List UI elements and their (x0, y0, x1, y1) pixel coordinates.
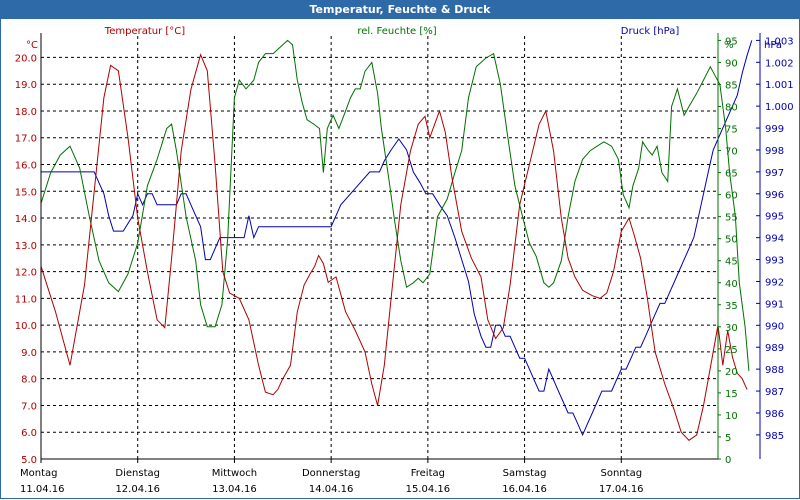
chart-title: Temperatur, Feuchte & Druck (0, 0, 800, 19)
series-lines (40, 39, 753, 441)
pressure-tick-label: 999 (765, 124, 784, 135)
temperature-tick-label: 5.0 (21, 455, 37, 466)
temperature-tick-label: 9.0 (21, 348, 37, 359)
x-day-label: Samstag (503, 468, 547, 479)
pressure-tick-label: 992 (765, 277, 784, 288)
pressure-tick-label: 985 (765, 431, 784, 442)
temperature-series-line (40, 53, 748, 441)
x-date-label: 12.04.16 (115, 484, 160, 495)
humidity-tick-label: 90 (725, 58, 738, 69)
humidity-tick-label: 65 (725, 169, 738, 180)
x-day-label: Dienstag (115, 468, 160, 479)
temperature-tick-label: 18.0 (15, 107, 37, 118)
x-day-label: Mittwoch (212, 468, 257, 479)
pressure-axis-title: Druck [hPa] (621, 26, 680, 37)
pressure-tick-label: 997 (765, 168, 784, 179)
x-date-label: 14.04.16 (309, 484, 354, 495)
humidity-tick-label: 75 (725, 125, 738, 136)
temperature-tick-label: 13.0 (15, 241, 37, 252)
temperature-tick-label: 20.0 (15, 53, 37, 64)
humidity-tick-label: 45 (725, 257, 738, 268)
x-day-label: Donnerstag (302, 468, 360, 479)
pressure-tick-label: 1.001 (765, 80, 794, 91)
x-date-label: 11.04.16 (20, 484, 65, 495)
tick-labels: 5.0 6.0 7.0 8.0 9.0 10.0 11.0 12.0 13.0 14.0 15.0 1… (15, 36, 794, 495)
x-date-label: 15.04.16 (406, 484, 451, 495)
pressure-tick-label: 991 (765, 299, 784, 310)
humidity-tick-label: 95 (725, 36, 738, 47)
temperature-axis-title: Temperatur [°C] (104, 26, 185, 37)
pressure-tick-label: 987 (765, 387, 784, 398)
temperature-unit: °C (26, 40, 38, 51)
humidity-tick-label: 70 (725, 147, 738, 158)
humidity-tick-label: 55 (725, 213, 738, 224)
temperature-tick-label: 15.0 (15, 187, 37, 198)
pressure-tick-label: 988 (765, 365, 784, 376)
temperature-tick-label: 8.0 (21, 375, 37, 386)
humidity-tick-label: 85 (725, 80, 738, 91)
pressure-tick-label: 990 (765, 321, 784, 332)
humidity-tick-label: 35 (725, 301, 738, 312)
plot-border (40, 33, 761, 460)
temperature-tick-label: 19.0 (15, 80, 37, 91)
pressure-tick-label: 986 (765, 409, 784, 420)
pressure-tick-label: 989 (765, 343, 784, 354)
temperature-tick-label: 6.0 (21, 428, 37, 439)
grid-lines (41, 36, 718, 460)
humidity-tick-label: 80 (725, 103, 738, 114)
pressure-series-line (41, 40, 753, 437)
x-day-label: Freitag (411, 468, 445, 479)
x-day-label: Montag (20, 468, 57, 479)
temperature-tick-label: 11.0 (15, 294, 37, 305)
pressure-tick-label: 1.003 (765, 36, 794, 47)
x-date-label: 17.04.16 (599, 484, 644, 495)
pressure-tick-label: 1.000 (765, 102, 794, 113)
temperature-tick-label: 16.0 (15, 161, 37, 172)
humidity-tick-label: 0 (725, 455, 731, 466)
temperature-tick-label: 14.0 (15, 214, 37, 225)
x-date-label: 16.04.16 (502, 484, 547, 495)
temperature-tick-label: 17.0 (15, 134, 37, 145)
pressure-tick-label: 993 (765, 256, 784, 267)
temperature-tick-label: 7.0 (21, 401, 37, 412)
pressure-tick-label: 994 (765, 234, 784, 245)
humidity-tick-label: 50 (725, 235, 738, 246)
humidity-tick-label: 15 (725, 389, 738, 400)
humidity-tick-label: 20 (725, 367, 738, 378)
pressure-tick-label: 996 (765, 190, 784, 201)
humidity-tick-label: 5 (725, 433, 731, 444)
humidity-tick-label: 60 (725, 191, 738, 202)
pressure-tick-label: 1.002 (765, 58, 794, 69)
pressure-tick-label: 995 (765, 212, 784, 223)
pressure-tick-label: 998 (765, 146, 784, 157)
humidity-axis-title: rel. Feuchte [%] (357, 26, 436, 37)
x-date-label: 13.04.16 (212, 484, 257, 495)
humidity-tick-label: 10 (725, 411, 738, 422)
pressure-unit: hPa (764, 40, 782, 51)
humidity-tick-label: 25 (725, 345, 738, 356)
x-day-label: Sonntag (601, 468, 643, 479)
temperature-tick-label: 12.0 (15, 268, 37, 279)
temperature-tick-label: 10.0 (15, 321, 37, 332)
humidity-unit: % (724, 40, 734, 51)
humidity-series-line (40, 39, 750, 371)
humidity-tick-label: 30 (725, 323, 738, 334)
humidity-tick-label: 40 (725, 279, 738, 290)
